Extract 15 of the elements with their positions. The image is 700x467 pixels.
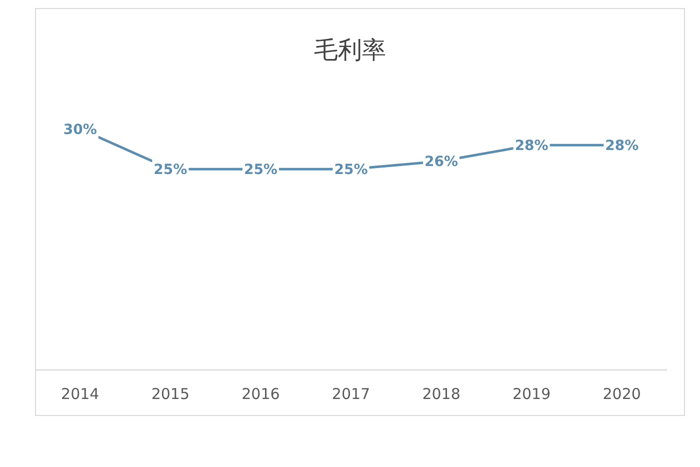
- x-tick-label: 2019: [512, 385, 551, 403]
- data-label: 25%: [154, 162, 188, 178]
- data-label: 28%: [514, 138, 548, 154]
- data-label: 25%: [244, 162, 278, 178]
- x-tick-label: 2016: [242, 385, 280, 403]
- data-label: 25%: [334, 162, 368, 178]
- chart-title: 毛利率: [314, 36, 386, 64]
- data-label: 30%: [63, 122, 97, 138]
- x-tick-label: 2014: [61, 385, 100, 403]
- data-label: 28%: [605, 138, 639, 154]
- data-label: 26%: [424, 154, 458, 170]
- x-tick-label: 2020: [602, 385, 641, 403]
- x-tick-label: 2015: [151, 385, 190, 403]
- x-tick-label: 2017: [332, 385, 370, 403]
- x-tick-label: 2018: [422, 385, 460, 403]
